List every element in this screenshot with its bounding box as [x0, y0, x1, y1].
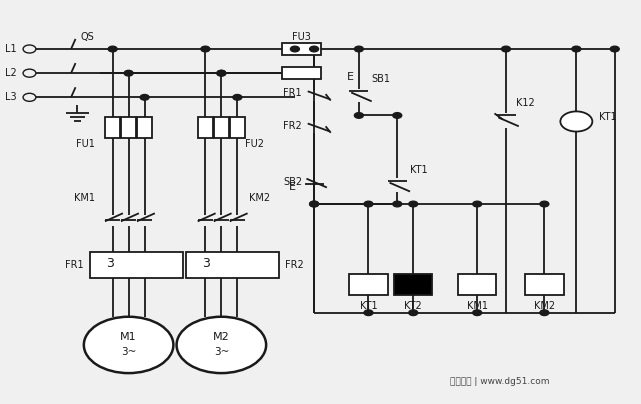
Circle shape: [108, 46, 117, 52]
Circle shape: [393, 113, 402, 118]
Circle shape: [610, 46, 619, 52]
Text: SB1: SB1: [372, 74, 390, 84]
Text: L2: L2: [5, 68, 17, 78]
Circle shape: [124, 70, 133, 76]
Text: FR2: FR2: [283, 120, 301, 130]
Circle shape: [354, 46, 363, 52]
Text: K12: K12: [515, 98, 535, 108]
Circle shape: [501, 46, 510, 52]
Text: L1: L1: [5, 44, 17, 54]
Text: KM2: KM2: [534, 301, 555, 311]
Text: 电工之友 | www.dg51.com: 电工之友 | www.dg51.com: [450, 377, 549, 386]
Text: FU2: FU2: [245, 139, 264, 149]
Bar: [458, 274, 496, 295]
Text: FU3: FU3: [292, 32, 311, 42]
Text: FR1: FR1: [283, 88, 301, 98]
Circle shape: [409, 310, 418, 316]
Circle shape: [364, 201, 373, 207]
Circle shape: [310, 201, 319, 207]
Text: E: E: [347, 72, 354, 82]
Circle shape: [310, 201, 319, 207]
Bar: [349, 274, 388, 295]
Text: FR2: FR2: [285, 261, 304, 270]
Circle shape: [472, 201, 481, 207]
Text: FR1: FR1: [65, 261, 84, 270]
Text: M1: M1: [121, 332, 137, 342]
Circle shape: [393, 201, 402, 207]
Circle shape: [290, 46, 299, 52]
Text: M2: M2: [213, 332, 229, 342]
Bar: [282, 43, 320, 55]
Bar: [197, 118, 213, 138]
Circle shape: [540, 201, 549, 207]
Circle shape: [217, 70, 226, 76]
Bar: [137, 118, 153, 138]
Text: QS: QS: [80, 32, 94, 42]
Circle shape: [409, 201, 418, 207]
Circle shape: [23, 93, 36, 101]
Circle shape: [472, 310, 481, 316]
Bar: [105, 118, 121, 138]
Circle shape: [140, 95, 149, 100]
Text: KM1: KM1: [467, 301, 488, 311]
Circle shape: [176, 317, 266, 373]
Circle shape: [84, 317, 173, 373]
Text: KM1: KM1: [74, 193, 96, 203]
Bar: [90, 252, 183, 278]
Text: KT1: KT1: [599, 112, 617, 122]
Circle shape: [310, 46, 319, 52]
Bar: [229, 118, 245, 138]
Circle shape: [233, 95, 242, 100]
Text: SB2: SB2: [283, 177, 303, 187]
Text: 3: 3: [106, 257, 114, 270]
Bar: [213, 118, 229, 138]
Text: KT2: KT2: [404, 301, 422, 311]
Text: FU1: FU1: [76, 139, 96, 149]
Bar: [121, 118, 137, 138]
Bar: [394, 274, 433, 295]
Circle shape: [23, 69, 36, 77]
Text: KM2: KM2: [249, 193, 270, 203]
Text: KT1: KT1: [360, 301, 378, 311]
Text: L3: L3: [5, 93, 17, 102]
Text: 3~: 3~: [121, 347, 137, 357]
Circle shape: [354, 113, 363, 118]
Circle shape: [23, 45, 36, 53]
Circle shape: [201, 46, 210, 52]
Circle shape: [572, 46, 581, 52]
Text: 3~: 3~: [213, 347, 229, 357]
Bar: [525, 274, 563, 295]
Circle shape: [364, 310, 373, 316]
Circle shape: [540, 310, 549, 316]
Bar: [186, 252, 279, 278]
Text: 3: 3: [202, 257, 210, 270]
Text: KT1: KT1: [410, 165, 428, 175]
Circle shape: [560, 112, 592, 132]
Circle shape: [217, 70, 226, 76]
Text: E: E: [289, 182, 296, 192]
Bar: [282, 67, 320, 79]
